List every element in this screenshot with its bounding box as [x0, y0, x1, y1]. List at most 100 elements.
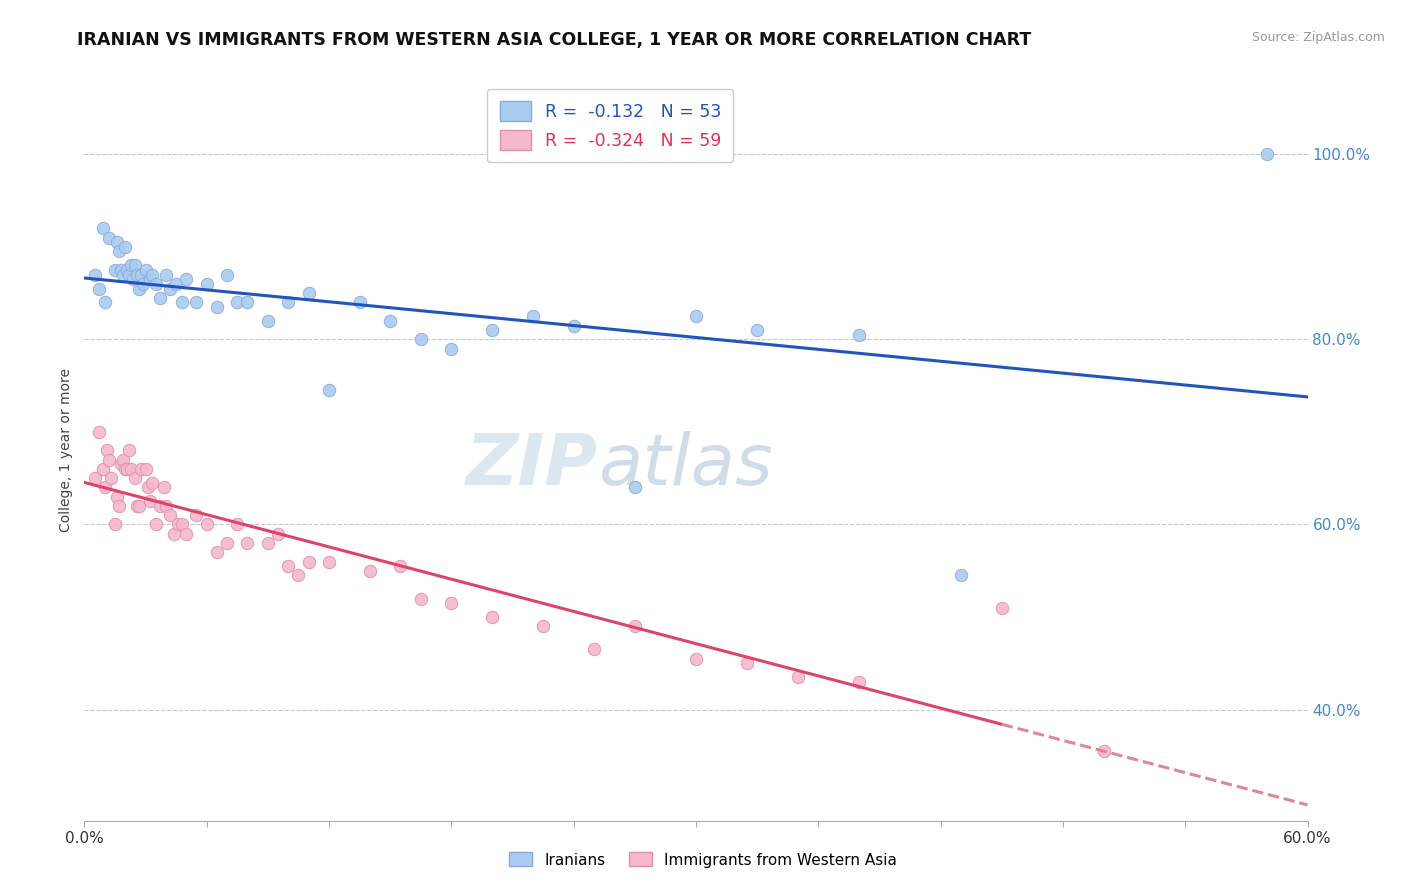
Point [114, 240, 136, 254]
Point [155, 499, 177, 513]
Point [1092, 744, 1115, 758]
Point [83, 471, 105, 485]
Point [205, 545, 228, 559]
Point [165, 277, 187, 291]
Point [127, 499, 149, 513]
Point [747, 323, 769, 337]
Point [624, 481, 647, 495]
Point [112, 268, 135, 282]
Point [127, 268, 149, 282]
Point [136, 481, 159, 495]
Point [138, 272, 160, 286]
Point [112, 452, 135, 467]
Point [174, 272, 197, 286]
Point [108, 244, 131, 259]
Point [115, 263, 138, 277]
Point [257, 314, 280, 328]
Point [186, 295, 208, 310]
Point [226, 517, 249, 532]
Point [172, 517, 194, 532]
Point [96, 443, 118, 458]
Point [848, 327, 870, 342]
Point [97, 452, 120, 467]
Point [481, 610, 503, 624]
Point [257, 536, 280, 550]
Point [110, 458, 132, 472]
Point [522, 310, 544, 324]
Point [105, 490, 128, 504]
Point [205, 300, 228, 314]
Point [277, 295, 299, 310]
Point [105, 235, 128, 250]
Point [195, 277, 218, 291]
Point [583, 642, 606, 657]
Point [100, 471, 122, 485]
Point [440, 596, 463, 610]
Point [236, 536, 259, 550]
Point [685, 310, 707, 324]
Point [217, 536, 239, 550]
Point [108, 499, 131, 513]
Point [159, 508, 181, 523]
Point [131, 268, 153, 282]
Point [141, 475, 163, 490]
Point [298, 286, 321, 301]
Point [97, 230, 120, 244]
Point [132, 277, 155, 291]
Point [118, 443, 141, 458]
Text: atlas: atlas [598, 431, 773, 500]
Point [135, 263, 157, 277]
Point [531, 619, 554, 633]
Point [624, 619, 647, 633]
Legend: R =  -0.132   N = 53, R =  -0.324   N = 59: R = -0.132 N = 53, R = -0.324 N = 59 [488, 89, 734, 162]
Point [149, 291, 172, 305]
Point [380, 314, 402, 328]
Point [93, 481, 115, 495]
Point [409, 591, 432, 606]
Point [1256, 147, 1278, 161]
Point [195, 517, 218, 532]
Point [236, 295, 259, 310]
Text: IRANIAN VS IMMIGRANTS FROM WESTERN ASIA COLLEGE, 1 YEAR OR MORE CORRELATION CHAR: IRANIAN VS IMMIGRANTS FROM WESTERN ASIA … [77, 31, 1032, 49]
Point [389, 559, 412, 574]
Point [159, 281, 181, 295]
Point [104, 263, 127, 277]
Point [145, 277, 167, 291]
Point [735, 657, 758, 671]
Point [163, 526, 186, 541]
Point [91, 221, 114, 235]
Point [481, 323, 503, 337]
Point [298, 554, 321, 569]
Point [153, 481, 176, 495]
Point [172, 295, 194, 310]
Point [318, 554, 340, 569]
Point [87, 425, 110, 439]
Point [124, 471, 146, 485]
Y-axis label: College, 1 year or more: College, 1 year or more [59, 368, 73, 533]
Point [122, 272, 145, 286]
Point [318, 384, 340, 398]
Point [685, 651, 707, 665]
Point [120, 462, 142, 476]
Point [287, 568, 309, 582]
Point [135, 462, 157, 476]
Text: Source: ZipAtlas.com: Source: ZipAtlas.com [1251, 31, 1385, 45]
Point [118, 268, 141, 282]
Point [120, 259, 142, 273]
Point [787, 670, 810, 684]
Point [91, 462, 114, 476]
Point [104, 517, 127, 532]
Point [217, 268, 239, 282]
Point [141, 268, 163, 282]
Point [186, 508, 208, 523]
Point [167, 517, 190, 532]
Point [562, 318, 585, 333]
Point [409, 332, 432, 346]
Point [115, 462, 138, 476]
Point [131, 462, 153, 476]
Point [277, 559, 299, 574]
Point [87, 281, 110, 295]
Point [110, 263, 132, 277]
Point [93, 295, 115, 310]
Point [226, 295, 249, 310]
